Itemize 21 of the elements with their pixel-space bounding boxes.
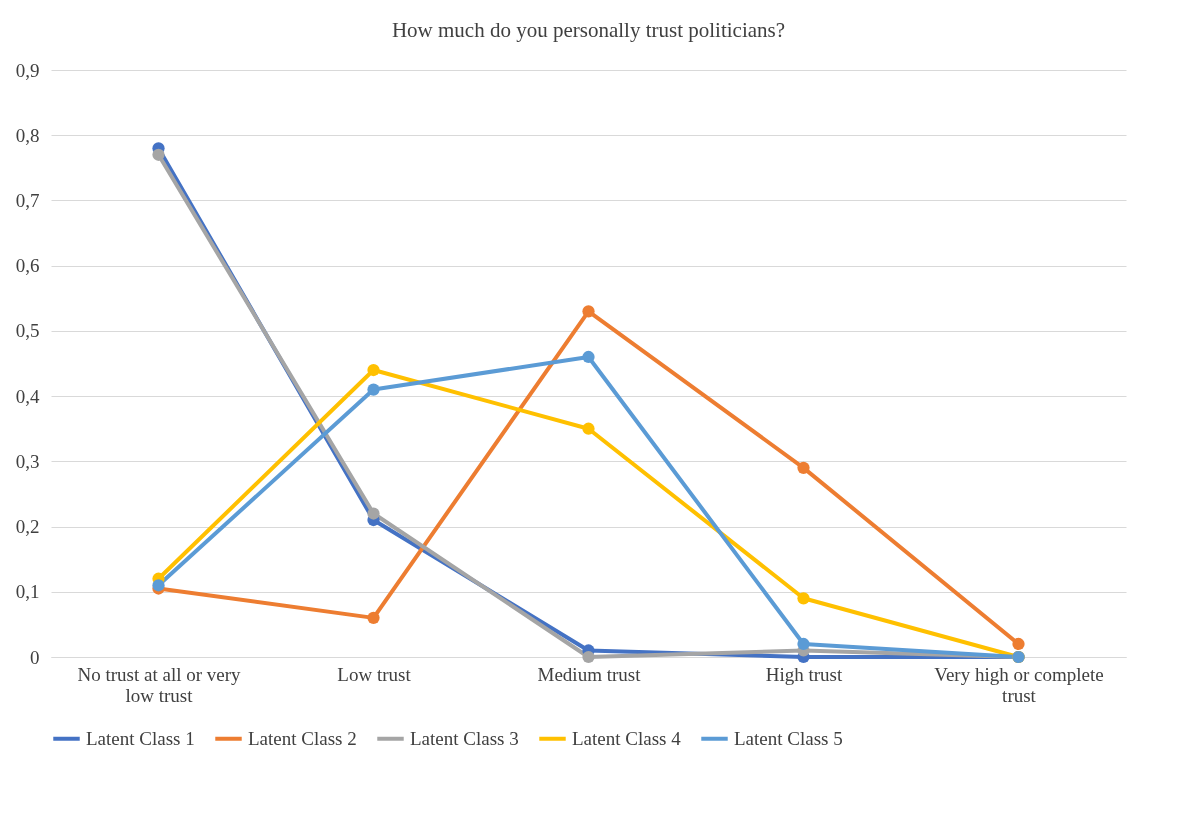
x-tick-label: Medium trust <box>537 663 642 685</box>
x-tick-label: Low trust <box>337 663 412 685</box>
y-tick-label: 0,8 <box>15 124 40 146</box>
y-tick-label: 0,1 <box>15 581 40 603</box>
chart-title: How much do you personally trust politicians? <box>391 18 786 42</box>
y-tick-label: 0,4 <box>15 385 40 407</box>
y-tick-label: 0,2 <box>15 516 40 538</box>
y-tick-label: 0 <box>30 646 40 668</box>
x-tick-label: High trust <box>765 663 843 685</box>
x-tick-label: Very high or complete trust <box>934 663 1104 706</box>
legend-label: Latent Class 3 <box>410 727 519 749</box>
y-tick-label: 0,3 <box>15 450 40 472</box>
y-tick-label: 0,6 <box>15 255 40 277</box>
legend-label: Latent Class 1 <box>86 727 195 749</box>
x-tick-label: No trust at all or very low trust <box>77 663 242 706</box>
y-tick-label: 0,5 <box>15 320 40 342</box>
legend-label: Latent Class 5 <box>734 727 843 749</box>
y-tick-label: 0,7 <box>15 189 40 211</box>
y-tick-label: 0,9 <box>15 59 40 81</box>
legend-label: Latent Class 4 <box>572 727 682 749</box>
legend-label: Latent Class 2 <box>248 727 357 749</box>
